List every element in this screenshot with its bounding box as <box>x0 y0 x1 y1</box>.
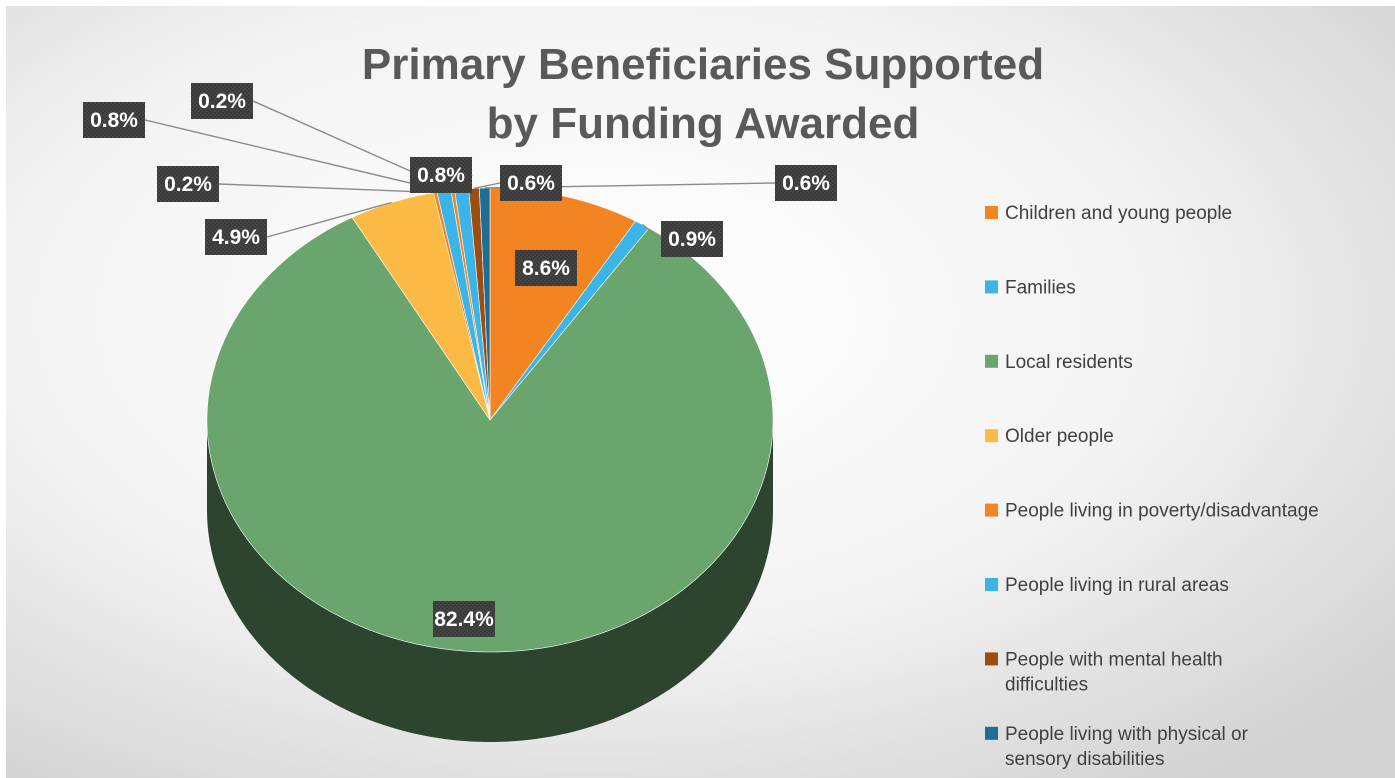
data-label-box <box>157 166 219 202</box>
legend-swatch <box>985 578 998 591</box>
data-label-text: 0.9% <box>668 228 716 251</box>
legend: Children and young people Families Local r… <box>985 203 1319 770</box>
pie-top <box>206 187 774 653</box>
legend-swatch <box>985 503 998 517</box>
data-label-text: 82.4% <box>434 608 494 631</box>
pie-slice-side <box>207 420 773 742</box>
legend-label: Children and young people <box>1005 203 1232 224</box>
data-label-box <box>191 83 253 119</box>
legend-item: People living in poverty/disadvantage <box>985 501 1319 522</box>
data-label-box <box>775 165 837 201</box>
legend-swatch <box>985 354 998 368</box>
data-label-box <box>661 221 723 257</box>
data-label-text: 0.8% <box>90 109 138 132</box>
data-label-text: 0.8% <box>417 164 465 187</box>
legend-item: People living with physical or sensory di… <box>985 724 1249 770</box>
legend-item: People living in rural areas <box>985 575 1229 596</box>
chart-title: Primary Beneficiaries Supported by Fundi… <box>362 40 1044 148</box>
legend-swatch <box>985 726 998 740</box>
leader-line <box>473 182 501 190</box>
legend-swatch <box>985 206 998 219</box>
data-label: 0.9% <box>661 221 723 257</box>
data-labels: 8.6% 0.9% 82.4% 4.9% 0.2% 0.8% 0.2% 0.8% 0.6% 0.6… <box>83 83 837 637</box>
legend-swatch <box>985 429 998 443</box>
data-label-text: 0.6% <box>782 172 830 195</box>
legend-label: Families <box>1005 277 1076 298</box>
data-label-text: 8.6% <box>522 257 570 280</box>
legend-item: Children and young people <box>985 203 1232 224</box>
data-label-box <box>433 601 495 637</box>
leader-line <box>641 223 662 240</box>
leader-line <box>218 183 436 194</box>
data-label-box <box>500 165 562 201</box>
legend-label: People living in rural areas <box>1005 575 1229 596</box>
data-label: 0.6% <box>775 165 837 201</box>
data-label-box <box>410 157 472 193</box>
data-label: 82.4% <box>433 601 495 637</box>
legend-item: Families <box>985 277 1076 298</box>
legend-item: People with mental health difficulties <box>985 649 1223 695</box>
legend-item: Older people <box>985 426 1114 447</box>
data-label: 8.6% <box>515 250 577 286</box>
data-label-box <box>83 102 145 138</box>
data-label-box <box>205 219 267 255</box>
data-label: 0.2% <box>157 166 219 202</box>
legend-label: People living with physical or sensory di… <box>1005 724 1249 770</box>
data-label: 0.2% <box>191 83 253 119</box>
legend-swatch <box>985 280 998 294</box>
chart-title-line-2: by Funding Awarded <box>487 99 920 148</box>
legend-item: Local residents <box>985 352 1133 373</box>
pie-slice <box>206 217 774 653</box>
legend-label: Older people <box>1005 426 1114 447</box>
data-label-text: 0.6% <box>507 172 555 195</box>
data-label: 0.8% <box>83 102 145 138</box>
legend-label: People with mental health difficulties <box>1005 649 1223 695</box>
data-label-text: 0.2% <box>164 173 212 196</box>
legend-swatch <box>985 652 998 666</box>
legend-label: Local residents <box>1005 352 1133 373</box>
legend-label: People living in poverty/disadvantage <box>1005 501 1319 522</box>
leader-line <box>144 119 445 192</box>
leader-line <box>266 201 392 238</box>
pie-side <box>207 420 773 742</box>
data-label: 0.8% <box>410 157 472 193</box>
data-label: 4.9% <box>205 219 267 255</box>
data-label-text: 0.2% <box>198 90 246 113</box>
chart-title-line-1: Primary Beneficiaries Supported <box>362 40 1044 89</box>
data-label-box <box>515 250 577 286</box>
data-label-text: 4.9% <box>212 226 260 249</box>
data-label: 0.6% <box>500 165 562 201</box>
